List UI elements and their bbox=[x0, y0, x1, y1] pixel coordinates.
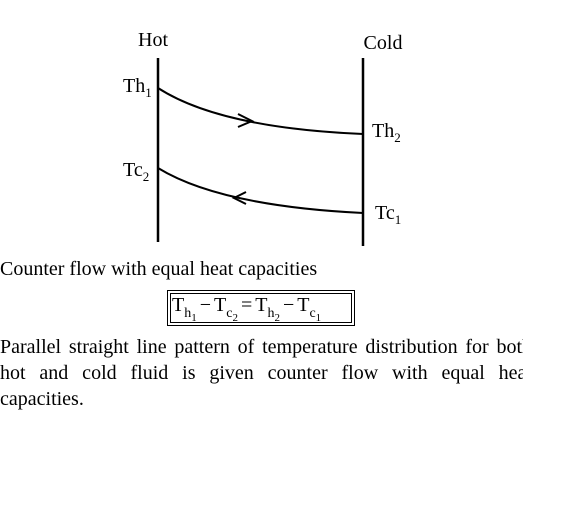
hot-curve bbox=[157, 87, 364, 135]
eq-operator: = bbox=[240, 294, 253, 316]
arrow bbox=[231, 191, 247, 205]
eq-symbol: T bbox=[214, 294, 227, 316]
caption: Counter flow with equal heat capacities bbox=[0, 258, 318, 280]
equation-box: Th1− Tc2= Th2− Tc1 bbox=[167, 290, 355, 326]
eq-subscript: h bbox=[184, 306, 192, 321]
eq-subsubscript: 2 bbox=[232, 312, 238, 324]
eq-subscript: h bbox=[267, 306, 275, 321]
eq-symbol: T bbox=[297, 294, 310, 316]
eq-subsubscript: 1 bbox=[315, 312, 322, 324]
eq-symbol: T bbox=[255, 294, 268, 316]
eq-subsubscript: 1 bbox=[191, 312, 197, 324]
paragraph-wrap: Parallel straight line pattern of temper… bbox=[0, 334, 523, 424]
temp-label: Tc1 bbox=[375, 202, 401, 227]
eq-operator: − bbox=[199, 294, 211, 316]
eq-subsubscript: 2 bbox=[274, 312, 280, 324]
temp-label: Th2 bbox=[372, 120, 401, 145]
temp-label: Tc2 bbox=[123, 159, 149, 184]
cold-label: Cold bbox=[364, 32, 403, 54]
paragraph: Parallel straight line pattern of temper… bbox=[0, 336, 523, 410]
eq-subscript: c bbox=[226, 306, 233, 321]
temp-label: Th1 bbox=[123, 75, 152, 100]
eq-symbol: T bbox=[172, 294, 185, 316]
equation: Th1− Tc2= Th2− Tc1 bbox=[168, 291, 354, 325]
eq-subscript: c bbox=[309, 306, 316, 321]
eq-operator: − bbox=[282, 294, 295, 316]
diagram: Hot Cold Th1 Th2 Tc2 Tc1 bbox=[123, 29, 403, 246]
hot-label: Hot bbox=[138, 29, 168, 51]
arrow bbox=[237, 113, 255, 128]
cold-curve bbox=[157, 167, 364, 214]
